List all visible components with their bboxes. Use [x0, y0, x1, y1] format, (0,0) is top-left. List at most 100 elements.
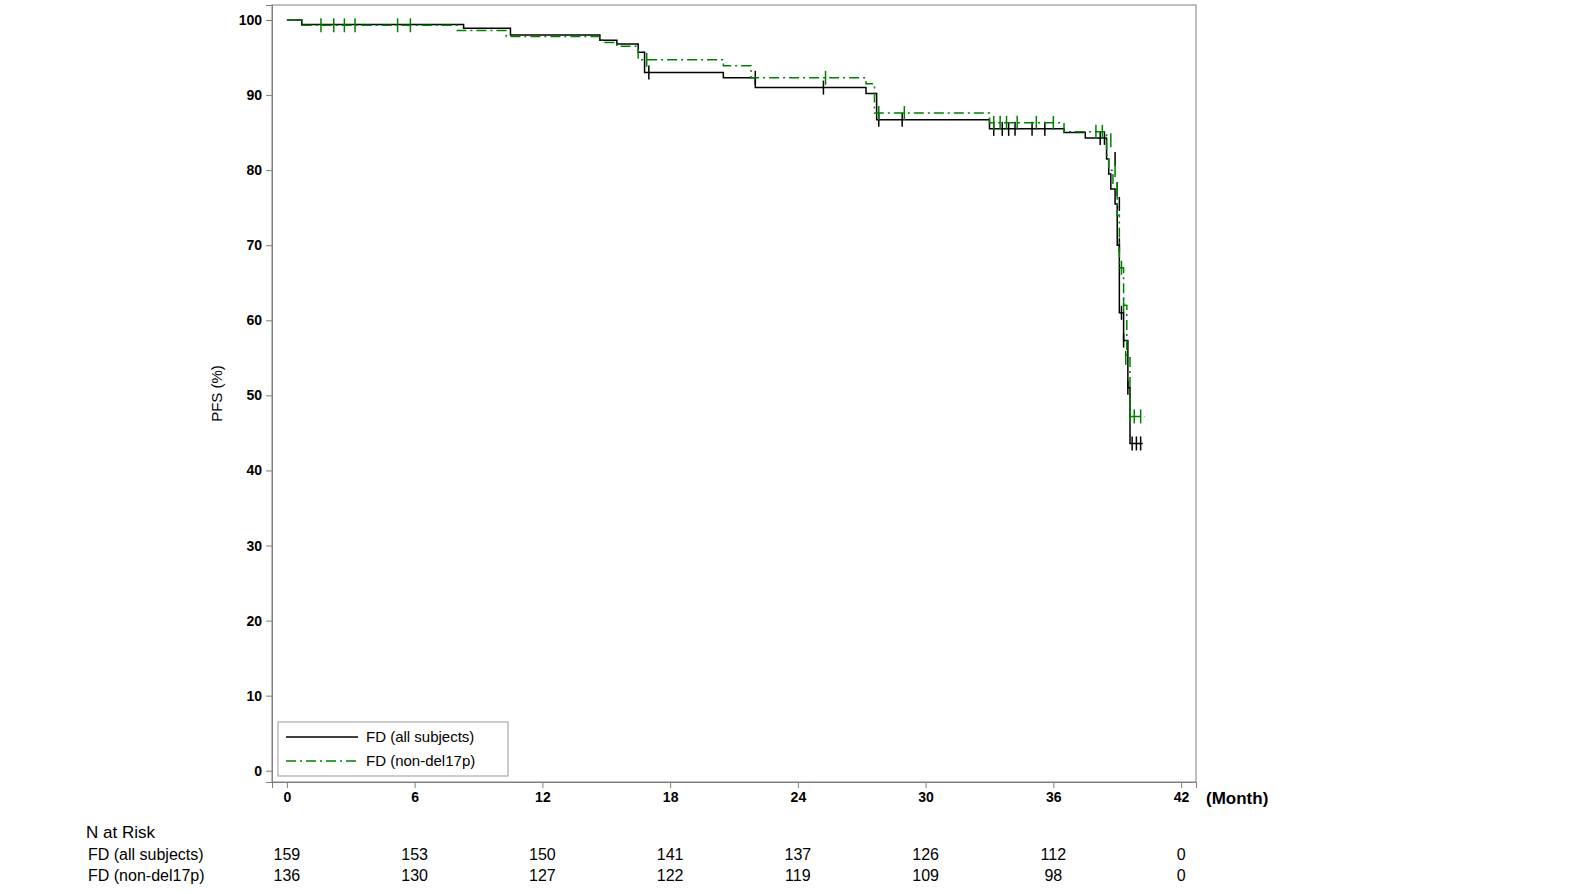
risk-count: 109 [912, 867, 939, 884]
risk-row-label: FD (all subjects) [88, 846, 204, 863]
y-tick-label: 80 [246, 162, 262, 178]
x-tick: 36 [1046, 782, 1062, 805]
censor-mark [1036, 116, 1038, 130]
y-tick: 40 [246, 462, 272, 478]
km-curve [287, 20, 1145, 416]
x-tick-mark [1053, 782, 1054, 788]
x-tick: 42 [1174, 782, 1190, 805]
risk-count: 119 [785, 867, 811, 884]
y-tick-mark [266, 546, 272, 547]
censor-mark [1053, 116, 1055, 130]
risk-count: 159 [274, 846, 301, 863]
censor-mark [1140, 436, 1142, 450]
y-tick: 50 [246, 387, 272, 403]
x-tick: 18 [663, 782, 679, 805]
y-tick-mark [266, 395, 272, 396]
risk-count: 122 [657, 867, 684, 884]
y-tick-label: 70 [246, 237, 262, 253]
censor-mark [1014, 122, 1016, 136]
y-tick: 0 [254, 763, 272, 779]
censor-mark [1016, 116, 1018, 130]
risk-count: 150 [529, 846, 556, 863]
y-tick-mark [266, 696, 272, 697]
y-tick: 30 [246, 538, 272, 554]
censor-mark [1123, 298, 1125, 312]
y-tick-label: 40 [246, 462, 262, 478]
risk-count: 0 [1177, 846, 1186, 863]
plot-frame [272, 5, 1196, 782]
y-tick-mark [266, 320, 272, 321]
y-tick: 20 [246, 613, 272, 629]
censor-mark [1125, 351, 1127, 365]
x-tick-label: 12 [535, 789, 551, 805]
censor-mark [1114, 163, 1116, 177]
risk-row-label: FD (non-del17p) [88, 867, 205, 884]
x-tick: 12 [535, 782, 551, 805]
censor-mark [1031, 122, 1033, 136]
censor-mark [1104, 131, 1106, 145]
risk-count: 141 [657, 846, 684, 863]
censor-mark [825, 71, 827, 85]
y-tick-label: 10 [246, 688, 262, 704]
y-tick-label: 0 [254, 763, 262, 779]
censor-mark [1002, 122, 1004, 136]
x-tick-label: 24 [791, 789, 807, 805]
x-tick-label: 0 [284, 789, 292, 805]
x-tick-label: 36 [1046, 789, 1062, 805]
x-tick-mark [1181, 782, 1182, 788]
censor-mark [1102, 125, 1104, 139]
censor-mark [1140, 409, 1142, 423]
censor-mark [1134, 409, 1136, 423]
risk-count: 136 [274, 867, 301, 884]
x-tick-label: 6 [411, 789, 419, 805]
legend-swatch [286, 760, 358, 762]
censor-mark [1121, 261, 1123, 275]
y-tick: 100 [239, 12, 272, 28]
x-axis-title: (Month) [1206, 789, 1268, 808]
censor-mark [1008, 122, 1010, 136]
censor-mark [397, 18, 399, 32]
censor-mark [904, 106, 906, 120]
y-tick-label: 100 [239, 12, 263, 28]
risk-count: 130 [401, 867, 428, 884]
x-tick-mark [287, 782, 288, 788]
y-tick: 10 [246, 688, 272, 704]
y-tick-label: 30 [246, 538, 262, 554]
x-tick-mark [798, 782, 799, 788]
y-tick-mark [266, 95, 272, 96]
censor-mark [1119, 197, 1121, 211]
censor-mark [1136, 436, 1138, 450]
risk-count: 0 [1177, 867, 1186, 884]
x-tick-label: 18 [663, 789, 679, 805]
censor-mark [993, 116, 995, 130]
x-tick-mark [542, 782, 543, 788]
censor-mark [1121, 306, 1123, 320]
y-tick-label: 50 [246, 387, 262, 403]
km-curve [287, 20, 1143, 443]
y-tick: 90 [246, 87, 272, 103]
risk-count: 127 [529, 867, 556, 884]
censor-mark [410, 18, 412, 32]
y-tick-mark [266, 621, 272, 622]
censor-mark [1123, 334, 1125, 348]
censor-mark [320, 18, 322, 32]
censor-mark [1095, 125, 1097, 139]
censor-mark [1116, 182, 1118, 196]
x-tick-mark [415, 782, 416, 788]
censor-mark [344, 18, 346, 32]
legend: FD (all subjects)FD (non-del17p) [278, 722, 508, 776]
censor-mark [901, 113, 903, 127]
legend-label: FD (non-del17p) [366, 752, 475, 769]
x-axis-line [273, 783, 1197, 789]
x-tick-label: 42 [1174, 789, 1190, 805]
censor-mark [354, 18, 356, 32]
legend-box [278, 722, 508, 776]
censor-mark [823, 81, 825, 95]
plot-area [287, 18, 1145, 450]
x-tick-label: 30 [918, 789, 934, 805]
y-tick-mark [266, 470, 272, 471]
y-tick: 80 [246, 162, 272, 178]
censor-mark [1110, 133, 1112, 147]
y-tick-mark [266, 170, 272, 171]
x-tick-mark [926, 782, 927, 788]
